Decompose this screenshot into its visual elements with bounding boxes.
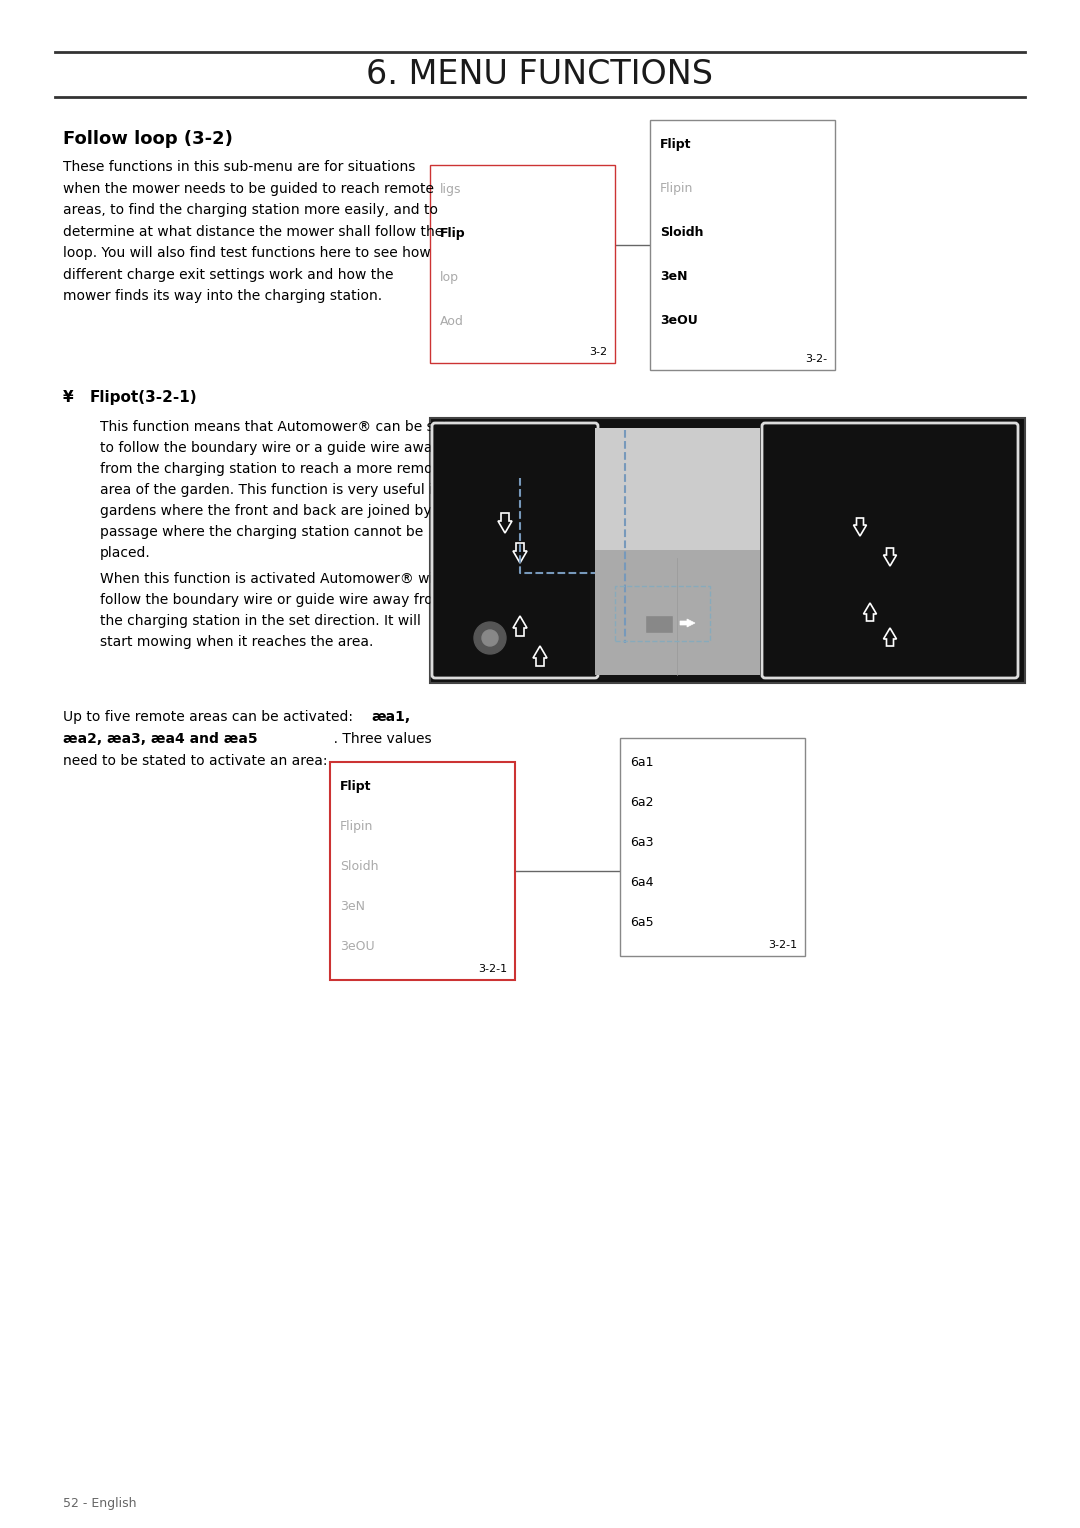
Text: loop. You will also find test functions here to see how: loop. You will also find test functions … <box>63 246 431 260</box>
Text: 3eN: 3eN <box>340 900 365 914</box>
FancyBboxPatch shape <box>762 423 1018 678</box>
Text: Sloidh: Sloidh <box>660 226 703 238</box>
Text: need to be stated to activate an area:: need to be stated to activate an area: <box>63 753 327 769</box>
Text: the charging station in the set direction. It will: the charging station in the set directio… <box>100 614 421 628</box>
Text: 3-2-1: 3-2-1 <box>477 964 507 973</box>
Text: Flipt: Flipt <box>340 779 372 793</box>
Text: Flip: Flip <box>440 228 465 240</box>
Text: from the charging station to reach a more remote: from the charging station to reach a mor… <box>100 461 447 477</box>
FancyBboxPatch shape <box>432 423 598 678</box>
Text: 3eN: 3eN <box>660 270 688 283</box>
Bar <box>645 614 673 633</box>
Bar <box>430 165 615 364</box>
Text: lop: lop <box>440 270 459 284</box>
Text: mower finds its way into the charging station.: mower finds its way into the charging st… <box>63 289 382 303</box>
Text: æa1,: æa1, <box>372 711 410 724</box>
Text: when the mower needs to be guided to reach remote: when the mower needs to be guided to rea… <box>63 182 434 196</box>
Text: Aod: Aod <box>440 315 464 329</box>
Text: areas, to find the charging station more easily, and to: areas, to find the charging station more… <box>63 203 438 217</box>
Text: passage where the charging station cannot be: passage where the charging station canno… <box>100 526 423 539</box>
Text: Flipot(3-2-1): Flipot(3-2-1) <box>90 390 198 405</box>
Text: 3-2-: 3-2- <box>805 354 827 364</box>
Text: 3-2-1: 3-2-1 <box>768 940 797 950</box>
Text: 6a3: 6a3 <box>630 836 653 850</box>
Text: 6. MENU FUNCTIONS: 6. MENU FUNCTIONS <box>366 58 714 90</box>
Text: start mowing when it reaches the area.: start mowing when it reaches the area. <box>100 636 374 649</box>
Text: determine at what distance the mower shall follow the: determine at what distance the mower sha… <box>63 225 443 238</box>
Text: area of the garden. This function is very useful in: area of the garden. This function is ver… <box>100 483 442 497</box>
Text: ¥: ¥ <box>63 390 73 405</box>
Text: 3eOU: 3eOU <box>340 940 375 953</box>
Text: Follow loop (3-2): Follow loop (3-2) <box>63 130 233 148</box>
Bar <box>650 121 835 370</box>
Text: Sloidh: Sloidh <box>340 860 378 872</box>
Text: Flipt: Flipt <box>660 138 691 151</box>
Bar <box>620 738 805 957</box>
Text: different charge exit settings work and how the: different charge exit settings work and … <box>63 267 393 281</box>
Text: to follow the boundary wire or a guide wire away: to follow the boundary wire or a guide w… <box>100 442 441 455</box>
Text: When this function is activated Automower® will: When this function is activated Automowe… <box>100 571 441 587</box>
Text: 6a2: 6a2 <box>630 796 653 808</box>
Bar <box>330 762 515 979</box>
Text: gardens where the front and back are joined by a: gardens where the front and back are joi… <box>100 504 445 518</box>
Text: 6a4: 6a4 <box>630 876 653 889</box>
Text: 6a5: 6a5 <box>630 915 653 929</box>
Text: . Three values: . Three values <box>268 732 432 746</box>
Circle shape <box>482 630 498 646</box>
Text: 3-2: 3-2 <box>589 347 607 358</box>
Text: Up to five remote areas can be activated:: Up to five remote areas can be activated… <box>63 711 357 724</box>
Text: Flipin: Flipin <box>340 821 374 833</box>
Circle shape <box>474 622 507 654</box>
Text: This function means that Automower® can be set: This function means that Automower® can … <box>100 420 448 434</box>
Text: Flipin: Flipin <box>660 182 693 196</box>
FancyArrow shape <box>680 619 696 626</box>
Text: 52 - English: 52 - English <box>63 1497 136 1510</box>
Text: 6a1: 6a1 <box>630 756 653 769</box>
Bar <box>595 550 760 675</box>
Bar <box>595 428 760 558</box>
Text: placed.: placed. <box>100 545 151 559</box>
Text: These functions in this sub-menu are for situations: These functions in this sub-menu are for… <box>63 160 416 174</box>
Bar <box>615 587 710 642</box>
Text: æa2, æa3, æa4 and æa5: æa2, æa3, æa4 and æa5 <box>63 732 258 746</box>
Text: ligs: ligs <box>440 183 461 196</box>
Bar <box>430 419 1025 683</box>
Text: 3eOU: 3eOU <box>660 313 698 327</box>
Text: follow the boundary wire or guide wire away from: follow the boundary wire or guide wire a… <box>100 593 446 607</box>
